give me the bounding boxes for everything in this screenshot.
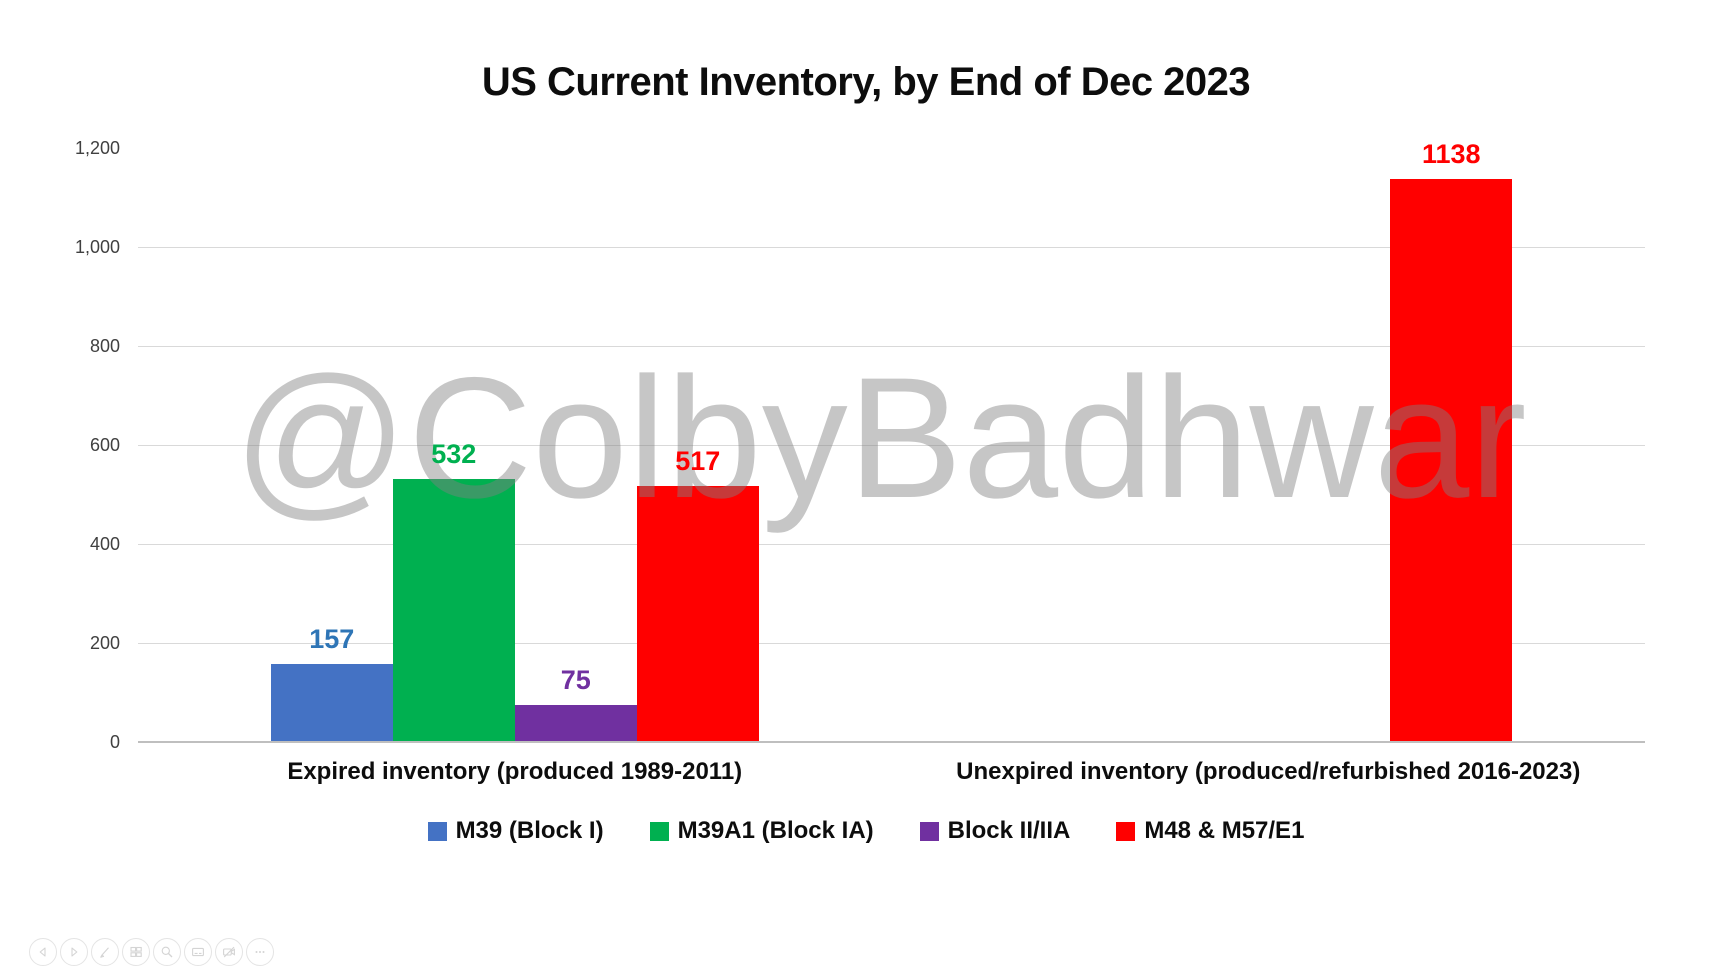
pen-icon xyxy=(97,944,113,960)
legend-swatch-icon xyxy=(427,821,447,841)
category-label-1: Expired inventory (produced 1989-2011) xyxy=(287,758,743,785)
y-axis-tick-label: 0 xyxy=(109,732,120,752)
legend-swatch-icon xyxy=(649,821,669,841)
legend-item-m48-m57-e1: M48 & M57/E1 xyxy=(1116,818,1304,844)
bar-m39a1-block-ia-category-1 xyxy=(392,478,515,742)
gridline-800 xyxy=(138,346,1645,347)
bar-value-label: 532 xyxy=(431,438,477,469)
legend-label: M48 & M57/E1 xyxy=(1144,817,1305,844)
gridline-1000 xyxy=(138,247,1645,248)
legend-item-m39-block-i: M39 (Block I) xyxy=(427,817,604,844)
legend-swatch-icon xyxy=(919,821,939,841)
legend-item-m39a1-block-ia: M39A1 (Block IA) xyxy=(649,817,874,844)
gridline-400 xyxy=(138,544,1645,545)
bar-m39-block-i-category-1 xyxy=(270,664,393,742)
bar-value-label: 157 xyxy=(309,624,355,655)
bar-m48-m57-e1-category-2 xyxy=(1390,178,1513,742)
more-options-button[interactable] xyxy=(246,938,274,966)
captions-icon xyxy=(190,944,206,960)
y-axis-tick-label: 1,000 xyxy=(74,237,120,257)
chevron-left-icon xyxy=(35,944,51,960)
bar-m48-m57-e1-category-1 xyxy=(636,486,759,742)
camera-button[interactable] xyxy=(215,938,243,966)
y-axis-tick-label: 600 xyxy=(89,435,120,455)
bar-value-label: 517 xyxy=(675,446,721,477)
y-axis-tick-label: 200 xyxy=(89,633,120,653)
x-axis-line xyxy=(138,741,1645,743)
next-slide-button[interactable] xyxy=(60,938,88,966)
legend-label: Block II/IIA xyxy=(947,817,1071,844)
category-label-2: Unexpired inventory (produced/refurbishe… xyxy=(956,758,1581,785)
bar-value-label: 75 xyxy=(560,664,591,695)
captions-button[interactable] xyxy=(184,938,212,966)
ellipsis-icon xyxy=(252,944,268,960)
chevron-right-icon xyxy=(66,944,82,960)
chart-title: US Current Inventory, by End of Dec 2023 xyxy=(481,60,1251,104)
legend-swatch-icon xyxy=(1116,821,1136,841)
legend-label: M39A1 (Block IA) xyxy=(677,817,874,844)
see-all-slides-button[interactable] xyxy=(122,938,150,966)
pen-button[interactable] xyxy=(91,938,119,966)
magnifier-icon xyxy=(159,944,175,960)
previous-slide-button[interactable] xyxy=(29,938,57,966)
gridline-200 xyxy=(138,643,1645,644)
bar-value-label: 1138 xyxy=(1421,138,1481,169)
gridline-600 xyxy=(138,445,1645,446)
bar-block-ii-iia-category-1 xyxy=(514,704,637,742)
see-all-slides-icon xyxy=(128,944,144,960)
y-axis-tick-label: 1,200 xyxy=(74,138,120,158)
y-axis-tick-label: 400 xyxy=(89,534,120,554)
zoom-button[interactable] xyxy=(153,938,181,966)
legend-label: M39 (Block I) xyxy=(455,817,604,844)
camera-off-icon xyxy=(221,944,237,960)
legend-item-block-ii-iia: Block II/IIA xyxy=(919,817,1071,844)
y-axis-tick-label: 800 xyxy=(89,336,120,356)
chart-legend: M39 (Block I) M39A1 (Block IA) Block II/II… xyxy=(0,818,1732,844)
presenter-toolbar xyxy=(29,938,274,966)
